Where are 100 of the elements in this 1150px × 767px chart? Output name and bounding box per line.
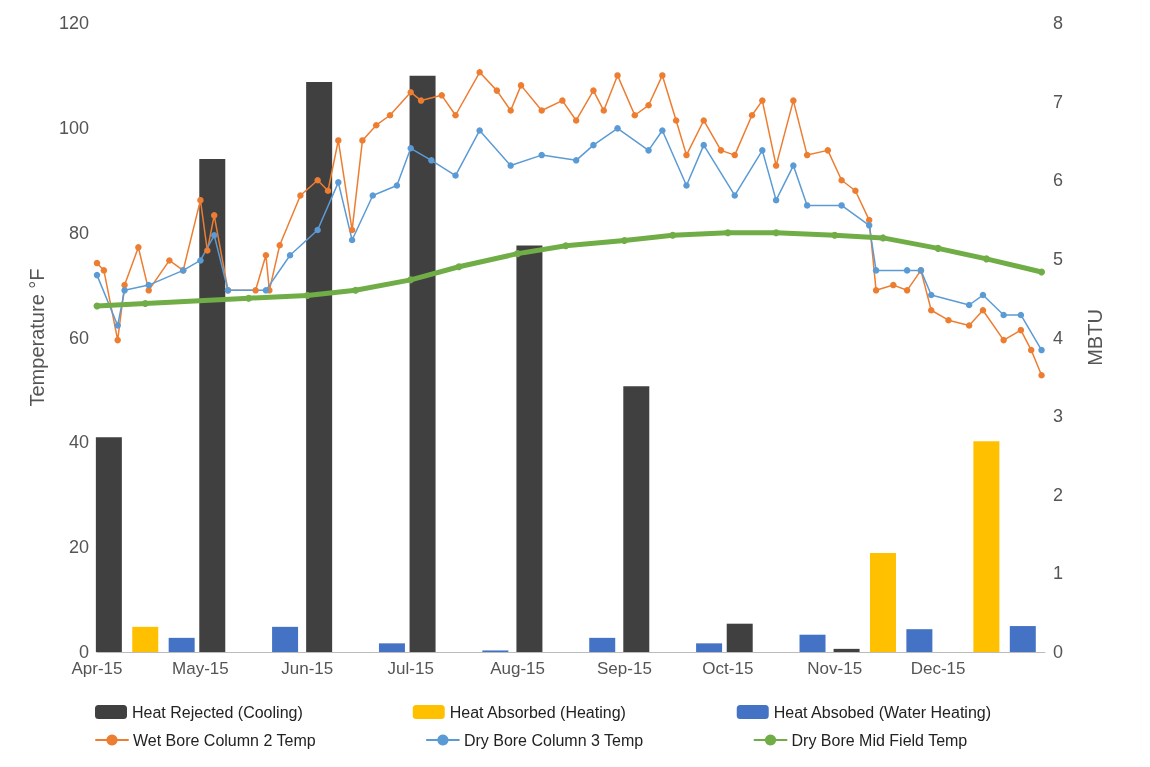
point <box>590 141 597 149</box>
bar <box>696 643 723 652</box>
bar <box>132 626 159 652</box>
legend-label: Heat Absobed (Water Heating) <box>773 703 992 721</box>
y2-tick-label: 7 <box>1053 91 1064 112</box>
point <box>979 291 987 299</box>
point <box>1017 311 1025 319</box>
point <box>352 286 360 294</box>
y-axis-title: Temperature °F <box>26 268 48 407</box>
x-tick-label: Aug-15 <box>490 659 545 678</box>
legend-label: Heat Rejected (Cooling) <box>132 703 303 721</box>
point <box>790 162 797 169</box>
bar <box>516 245 543 652</box>
point <box>872 267 880 274</box>
point <box>772 229 780 237</box>
y2-tick-label: 2 <box>1053 484 1064 505</box>
point <box>145 281 152 289</box>
x-tick-label: Sep-15 <box>597 659 652 678</box>
y2-tick-label: 5 <box>1053 248 1064 269</box>
bar <box>833 648 860 652</box>
legend-label: Dry Bore Mid Field Temp <box>791 731 968 749</box>
y-tick-label: 80 <box>68 222 89 243</box>
point <box>245 294 253 302</box>
legend-label: Heat Absorbed (Heating) <box>449 703 626 721</box>
y-tick-label: 60 <box>68 327 89 348</box>
point <box>428 157 435 164</box>
point <box>572 157 580 164</box>
point <box>314 226 321 234</box>
bar <box>726 623 753 652</box>
point <box>772 196 780 204</box>
point <box>407 276 415 284</box>
bar <box>199 159 226 652</box>
y2-tick-label: 6 <box>1053 170 1064 191</box>
y-tick-label: 40 <box>68 432 89 453</box>
point <box>645 147 652 154</box>
point <box>452 172 459 179</box>
point <box>393 182 401 189</box>
x-tick-label: May-15 <box>172 659 229 678</box>
bar <box>906 629 933 652</box>
bar <box>973 441 1000 652</box>
point <box>759 147 766 154</box>
point <box>838 202 845 209</box>
point <box>514 250 522 258</box>
point <box>93 271 101 279</box>
point <box>407 145 414 152</box>
point <box>614 125 621 132</box>
bar <box>799 634 826 652</box>
point <box>507 162 514 169</box>
y-tick-label: 100 <box>58 117 89 138</box>
bar <box>306 81 333 652</box>
point <box>700 141 707 149</box>
x-tick-label: Apr-15 <box>71 659 123 678</box>
point <box>724 229 732 237</box>
point <box>121 287 128 294</box>
point <box>731 192 738 199</box>
x-tick-label: Jun-15 <box>281 659 334 678</box>
point <box>286 251 294 259</box>
bar <box>95 437 122 652</box>
point <box>1038 346 1045 354</box>
y2-tick-label: 0 <box>1053 642 1064 662</box>
legend-label: Dry Bore Column 3 Temp <box>463 731 644 749</box>
point <box>903 267 911 274</box>
y-tick-label: 0 <box>78 642 89 662</box>
bar <box>589 637 616 652</box>
point <box>982 255 990 263</box>
y2-tick-label: 8 <box>1053 13 1064 33</box>
point <box>965 301 973 309</box>
x-tick-label: Oct-15 <box>702 659 754 678</box>
point <box>348 236 356 244</box>
point <box>197 257 204 264</box>
point <box>620 237 628 245</box>
y2-tick-label: 4 <box>1053 327 1064 348</box>
point <box>683 182 690 189</box>
point <box>928 291 935 299</box>
legend-label: Wet Bore Column 2 Temp <box>133 731 316 749</box>
point <box>369 192 377 199</box>
point <box>865 222 873 229</box>
point <box>1000 311 1007 319</box>
point <box>114 322 121 329</box>
point <box>210 232 218 239</box>
x-tick-label: Dec-15 <box>910 659 966 678</box>
point <box>669 231 677 239</box>
point <box>303 292 311 300</box>
point <box>803 202 811 209</box>
x-tick-label: Jul-15 <box>387 659 434 678</box>
bar <box>1009 626 1036 652</box>
y-tick-label: 20 <box>68 537 89 558</box>
point <box>335 179 342 186</box>
bar <box>272 626 299 652</box>
bar <box>869 552 896 652</box>
y2-tick-label: 1 <box>1053 563 1064 584</box>
point <box>659 127 666 134</box>
y2-axis-title: MBTU <box>1084 309 1106 366</box>
y-tick-label: 120 <box>58 13 89 33</box>
bar <box>623 386 650 652</box>
point <box>562 242 570 250</box>
point <box>1038 268 1046 276</box>
point <box>476 127 483 134</box>
point <box>262 287 270 294</box>
point <box>141 299 149 307</box>
